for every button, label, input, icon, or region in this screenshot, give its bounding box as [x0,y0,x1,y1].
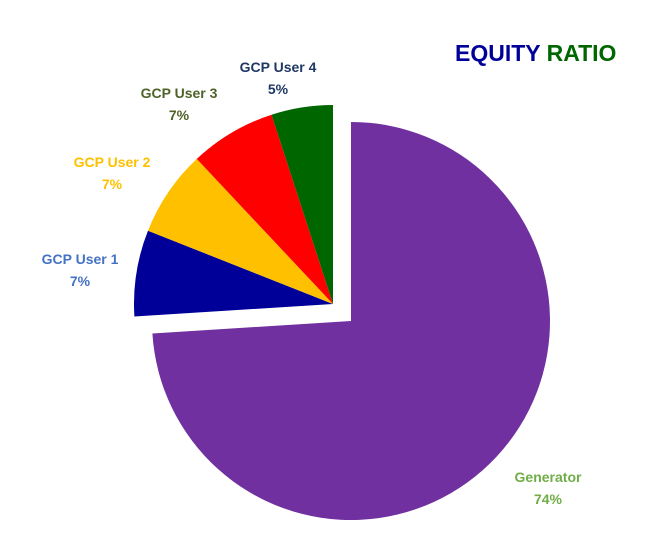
label-gcp-user-3-value: 7% [168,107,190,123]
label-gcp-user-1-value: 7% [69,273,91,289]
label-gcp-user-1-name: GCP User 1 [41,251,119,267]
chart-title: EQUITY RATIO [455,40,616,67]
label-generator-value: 74% [533,491,563,507]
label-gcp-user-1: GCP User 1 7% [28,248,132,292]
label-gcp-user-3-name: GCP User 3 [140,85,218,101]
pie-slice-gcp-user-4 [271,105,333,304]
pie-slice-gcp-user-3 [196,114,333,305]
label-gcp-user-4: GCP User 4 5% [226,56,330,100]
label-gcp-user-2-value: 7% [101,176,123,192]
label-gcp-user-3: GCP User 3 7% [127,82,231,126]
label-generator-name: Generator [514,469,582,485]
pie-slice-gcp-user-2 [147,158,333,304]
label-gcp-user-2-name: GCP User 2 [73,154,151,170]
label-gcp-user-2: GCP User 2 7% [60,151,164,195]
label-gcp-user-4-name: GCP User 4 [239,59,317,75]
pie-slice-generator [152,122,550,520]
label-generator: Generator 74% [498,466,598,510]
title-word-ratio: RATIO [546,40,617,66]
pie-slice-gcp-user-1 [134,230,333,317]
label-gcp-user-4-value: 5% [267,81,289,97]
title-word-equity: EQUITY [455,40,541,66]
